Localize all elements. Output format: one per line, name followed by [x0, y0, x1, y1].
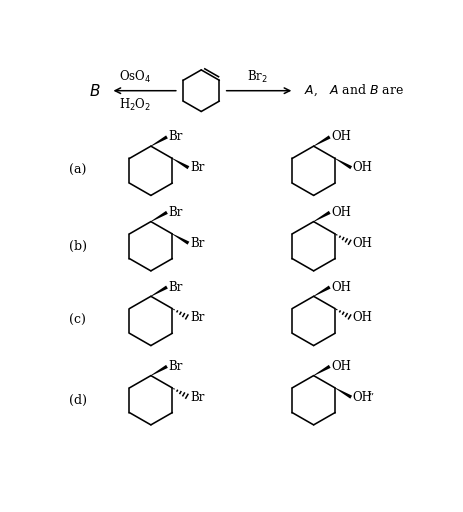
Text: H$_2$O$_2$: H$_2$O$_2$ — [119, 97, 151, 113]
Text: Br: Br — [169, 281, 183, 293]
Text: (a): (a) — [69, 164, 86, 177]
Polygon shape — [313, 135, 331, 146]
Polygon shape — [172, 158, 189, 169]
Text: OH: OH — [332, 360, 351, 373]
Text: (d): (d) — [69, 394, 87, 407]
Text: (b): (b) — [69, 240, 87, 253]
Polygon shape — [151, 286, 168, 296]
Text: Br: Br — [169, 360, 183, 373]
Text: $A$,   $A$ and $B$ are: $A$, $A$ and $B$ are — [304, 83, 404, 98]
Text: OsO$_4$: OsO$_4$ — [119, 69, 151, 84]
Text: OH: OH — [353, 237, 373, 250]
Polygon shape — [313, 286, 331, 296]
Text: ’’: ’’ — [368, 393, 374, 401]
Polygon shape — [313, 211, 331, 222]
Text: (c): (c) — [69, 314, 86, 328]
Text: OH: OH — [332, 206, 351, 219]
Polygon shape — [335, 158, 352, 169]
Polygon shape — [335, 388, 352, 399]
Text: OH: OH — [353, 311, 373, 324]
Text: $B$: $B$ — [89, 83, 101, 99]
Polygon shape — [151, 365, 168, 376]
Text: Br: Br — [169, 131, 183, 143]
Text: OH: OH — [332, 131, 351, 143]
Polygon shape — [151, 135, 168, 146]
Text: OH: OH — [353, 391, 373, 403]
Text: Br: Br — [190, 391, 204, 403]
Text: OH: OH — [332, 281, 351, 293]
Polygon shape — [313, 365, 331, 376]
Text: OH: OH — [353, 161, 373, 174]
Polygon shape — [151, 211, 168, 222]
Text: Br: Br — [169, 206, 183, 219]
Text: Br: Br — [190, 161, 204, 174]
Text: Br: Br — [190, 237, 204, 250]
Text: Br$_2$: Br$_2$ — [247, 69, 268, 84]
Text: Br: Br — [190, 311, 204, 324]
Polygon shape — [172, 233, 189, 245]
